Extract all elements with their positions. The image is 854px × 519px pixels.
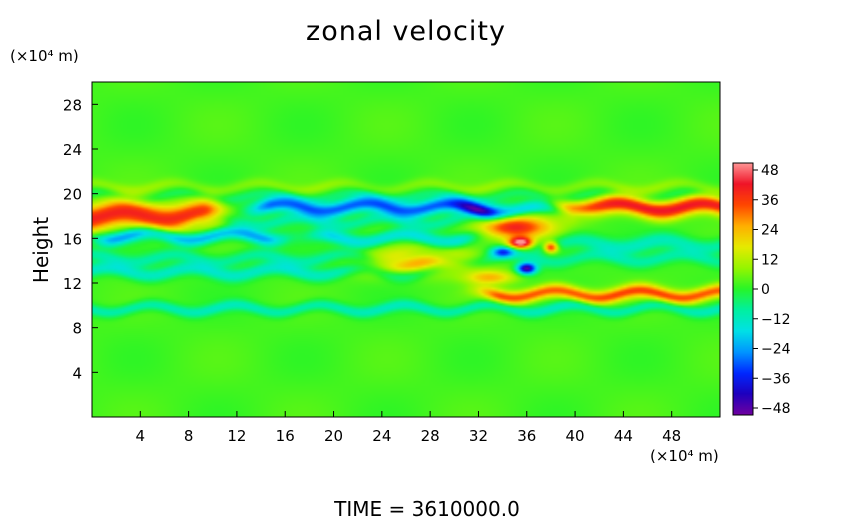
colorbar-tick-label: −12 [761, 312, 791, 328]
x-tick-label: 4 [136, 427, 146, 445]
y-tick-label: 20 [63, 186, 82, 204]
plot-area [91, 81, 721, 418]
x-tick-label: 32 [469, 427, 488, 445]
x-tick-label: 40 [566, 427, 585, 445]
colorbar-tick-label: 36 [761, 193, 779, 209]
colorbar-tick-label: −36 [761, 371, 791, 387]
colorbar-raster [733, 163, 753, 415]
y-tick-label: 24 [63, 141, 82, 159]
x-tick-label: 12 [227, 427, 246, 445]
x-tick-label: 8 [184, 427, 194, 445]
colorbar-tick-label: 0 [761, 282, 770, 298]
y-tick-label: 8 [72, 320, 82, 338]
y-tick-label: 12 [63, 275, 82, 293]
x-tick-label: 24 [372, 427, 391, 445]
heatmap-raster [92, 82, 720, 417]
x-axis-ticks: 4 8 12 16 20 24 28 32 36 40 44 48 [136, 411, 681, 445]
x-tick-label: 48 [662, 427, 681, 445]
x-tick-label: 28 [421, 427, 440, 445]
time-footer: TIME = 3610000.0 [333, 497, 520, 519]
y-tick-label: 4 [72, 364, 82, 382]
y-axis-unit: (×10⁴ m) [10, 47, 79, 65]
colorbar-tick-label: −24 [761, 342, 791, 358]
chart-title: zonal velocity [306, 16, 506, 47]
x-tick-label: 20 [324, 427, 343, 445]
colorbar-ticks: 48 36 24 12 0 −12 −24 −36 −48 [753, 163, 791, 417]
x-tick-label: 44 [614, 427, 633, 445]
colorbar-tick-label: −48 [761, 401, 791, 417]
y-axis-label: Height [29, 217, 53, 283]
x-tick-label: 16 [276, 427, 295, 445]
colorbar-tick-label: 48 [761, 163, 779, 179]
plot-frame [91, 81, 721, 418]
colorbar-tick-label: 24 [761, 223, 779, 239]
colorbar: 48 36 24 12 0 −12 −24 −36 −48 [732, 162, 791, 417]
y-axis-ticks: 4 8 12 16 20 24 28 [63, 96, 98, 382]
x-tick-label: 36 [517, 427, 536, 445]
y-tick-label: 28 [63, 96, 82, 114]
colorbar-tick-label: 12 [761, 252, 779, 268]
x-axis-unit: (×10⁴ m) [650, 447, 719, 465]
y-tick-label: 16 [63, 230, 82, 248]
